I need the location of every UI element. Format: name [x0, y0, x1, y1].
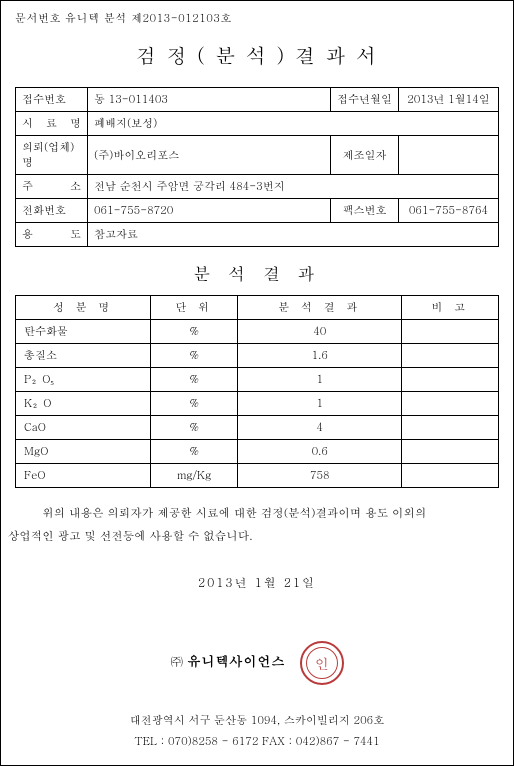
issue-date: 2013년 1월 21일: [15, 574, 499, 591]
label-receipt-no: 접수번호: [16, 88, 88, 112]
label-sample-name: 시 료 명: [16, 112, 88, 136]
table-row: 성 분 명 단 위 분 석 결 과 비 고: [16, 296, 499, 320]
value-receipt-no: 동 13-011403: [88, 88, 331, 112]
label-address: 주 소: [16, 175, 88, 199]
table-row: 주 소 전남 순천시 주암면 궁각리 484-3번지: [16, 175, 499, 199]
cell-result: 1: [238, 392, 402, 416]
cell-unit: %: [151, 320, 238, 344]
label-receipt-date: 접수년월일: [331, 88, 399, 112]
table-row: CaO%4: [16, 416, 499, 440]
value-address: 전남 순천시 주암면 궁각리 484-3번지: [88, 175, 499, 199]
analysis-section-title: 분 석 결 과: [15, 261, 499, 285]
value-use: 참고자료: [88, 223, 499, 247]
table-row: 총질소%1.6: [16, 344, 499, 368]
cell-unit: %: [151, 440, 238, 464]
analysis-table: 성 분 명 단 위 분 석 결 과 비 고 탄수화물%40총질소%1.6P₂O₅…: [15, 295, 499, 488]
cell-unit: mg/Kg: [151, 464, 238, 488]
table-row: MgO%0.6: [16, 440, 499, 464]
info-table: 접수번호 동 13-011403 접수년월일 2013년 1월14일 시 료 명…: [15, 87, 499, 247]
cell-result: 1: [238, 368, 402, 392]
header-name: 성 분 명: [16, 296, 151, 320]
company-address: 대전광역시 서구 둔산동 1094, 스카이빌리지 206호: [15, 713, 499, 728]
company-tel: TEL : 070)8258 - 6172 FAX : 042)867 - 74…: [15, 734, 499, 749]
company-name: 유니텍사이언스: [188, 651, 286, 670]
note-line2: 상업적인 광고 및 선전등에 사용할 수 없습니다.: [8, 528, 253, 544]
company-prefix: ㈜: [170, 651, 183, 670]
value-sample-name: 폐배지(보성): [88, 112, 499, 136]
table-row: 시 료 명 폐배지(보성): [16, 112, 499, 136]
cell-unit: %: [151, 368, 238, 392]
cell-unit: %: [151, 344, 238, 368]
cell-result: 40: [238, 320, 402, 344]
cell-result: 4: [238, 416, 402, 440]
cell-note: [402, 344, 499, 368]
cell-result: 0.6: [238, 440, 402, 464]
note-text: 위의 내용은 의뢰자가 제공한 시료에 대한 검정(분석)결과이며 용도 이외의…: [25, 502, 489, 548]
cell-name: MgO: [16, 440, 151, 464]
header-note: 비 고: [402, 296, 499, 320]
cell-note: [402, 464, 499, 488]
cell-result: 758: [238, 464, 402, 488]
table-row: 전화번호 061-755-8720 팩스번호 061-755-8764: [16, 199, 499, 223]
value-phone: 061-755-8720: [88, 199, 331, 223]
cell-name: K₂O: [16, 392, 151, 416]
note-line1: 위의 내용은 의뢰자가 제공한 시료에 대한 검정(분석)결과이며 용도 이외의: [42, 505, 426, 521]
company-line: ㈜ 유니텍사이언스 인: [15, 641, 499, 685]
label-fax: 팩스번호: [331, 199, 399, 223]
cell-note: [402, 368, 499, 392]
cell-note: [402, 440, 499, 464]
report-title: 검 정 ( 분 석 ) 결 과 서: [15, 40, 499, 69]
cell-unit: %: [151, 416, 238, 440]
document-number: 문서번호 유니텍 분석 제2013-012103호: [15, 11, 499, 26]
header-unit: 단 위: [151, 296, 238, 320]
cell-note: [402, 392, 499, 416]
cell-name: 총질소: [16, 344, 151, 368]
cell-name: CaO: [16, 416, 151, 440]
cell-result: 1.6: [238, 344, 402, 368]
value-fax: 061-755-8764: [399, 199, 499, 223]
table-row: 용 도 참고자료: [16, 223, 499, 247]
table-row: K₂O%1: [16, 392, 499, 416]
label-use: 용 도: [16, 223, 88, 247]
label-client: 의뢰(업체)명: [16, 136, 88, 175]
value-receipt-date: 2013년 1월14일: [399, 88, 499, 112]
table-row: 의뢰(업체)명 (주)바이오리포스 제조일자: [16, 136, 499, 175]
cell-name: 탄수화물: [16, 320, 151, 344]
cell-note: [402, 416, 499, 440]
label-mfg-date: 제조일자: [331, 136, 399, 175]
seal-stamp-icon: 인: [300, 641, 344, 685]
table-row: P₂O₅%1: [16, 368, 499, 392]
cell-name: P₂O₅: [16, 368, 151, 392]
table-row: FeOmg/Kg758: [16, 464, 499, 488]
header-result: 분 석 결 과: [238, 296, 402, 320]
cell-name: FeO: [16, 464, 151, 488]
cell-unit: %: [151, 392, 238, 416]
report-page: 문서번호 유니텍 분석 제2013-012103호 검 정 ( 분 석 ) 결 …: [0, 0, 514, 766]
value-client: (주)바이오리포스: [88, 136, 331, 175]
cell-note: [402, 320, 499, 344]
table-row: 탄수화물%40: [16, 320, 499, 344]
table-row: 접수번호 동 13-011403 접수년월일 2013년 1월14일: [16, 88, 499, 112]
label-phone: 전화번호: [16, 199, 88, 223]
value-mfg-date: [399, 136, 499, 175]
